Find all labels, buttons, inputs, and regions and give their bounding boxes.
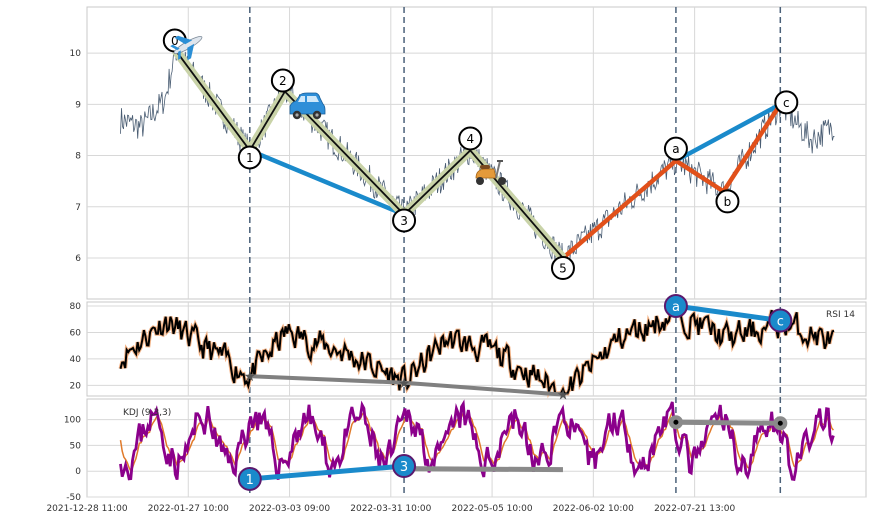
y-tick-label: 9 xyxy=(75,100,81,110)
kdj-label-text: 1 xyxy=(246,473,254,488)
y-tick-label: 8 xyxy=(75,152,81,162)
kdj-label-circle xyxy=(237,466,262,491)
rsi-label-circle xyxy=(768,308,793,333)
wave-label-circle xyxy=(663,136,688,161)
wave-label-circle xyxy=(715,189,740,214)
rsi-line xyxy=(119,307,835,395)
airplane-icon xyxy=(170,35,203,61)
x-tick-label: 2022-05-05 10:00 xyxy=(452,504,533,514)
wave-label-text: 0 xyxy=(171,34,179,48)
y-tick-label: 60 xyxy=(70,328,82,338)
trend-line-1-3 xyxy=(247,148,407,217)
y-tick-label: 10 xyxy=(70,49,82,59)
x-tick-labels: 2021-12-28 11:00 2022-01-27 10:00 2022-03-… xyxy=(46,504,735,514)
wave-label-text: a xyxy=(672,142,679,156)
y-tick-label: 80 xyxy=(70,302,82,312)
kdj-dot-inner xyxy=(777,420,783,426)
rsi-trend-blue xyxy=(675,303,781,324)
rsi-trend-grey xyxy=(249,374,564,397)
trend-lines xyxy=(247,102,783,261)
y-tick-label: 7 xyxy=(75,203,81,213)
x-tick-label: 2022-03-31 10:00 xyxy=(350,504,431,514)
kdj-markers: 13 xyxy=(237,415,788,491)
wave-label-text: c xyxy=(783,96,790,110)
wave-label-circle xyxy=(458,126,483,151)
y-tick-label: 6 xyxy=(75,254,81,264)
star-marker: ★ xyxy=(398,376,411,392)
x-tick-label: 2022-01-27 10:00 xyxy=(148,504,229,514)
trend-line-b-c xyxy=(721,102,783,194)
wave-label-circle xyxy=(237,145,262,170)
wave-label-text: 4 xyxy=(466,132,474,146)
rsi-label-text: a xyxy=(672,300,680,315)
wave-label-circle xyxy=(392,208,417,233)
trend-line-5-a xyxy=(560,158,679,261)
x-tick-label: 2022-07-21 13:00 xyxy=(654,504,735,514)
star-marker: ★ xyxy=(557,388,570,404)
vertical-dashed-lines xyxy=(249,7,782,497)
wave-label-circle xyxy=(270,68,295,93)
kdj-trend-grey-low xyxy=(404,466,563,473)
rsi-label-text: c xyxy=(777,315,784,330)
x-tick-label: 2022-03-03 09:00 xyxy=(249,504,330,514)
y-tick-label: 100 xyxy=(64,416,81,426)
y-tick-label: 0 xyxy=(75,467,81,477)
scooter-icon xyxy=(475,160,506,185)
wave-label-text: 5 xyxy=(559,262,567,276)
y-tick-label: -50 xyxy=(66,493,81,503)
kdj-dot-inner xyxy=(673,419,679,425)
kdj-trend-grey-high xyxy=(675,419,781,426)
wave-label-circle xyxy=(774,90,799,115)
y-tick-label: 40 xyxy=(70,355,82,365)
kdj-label-text: 3 xyxy=(400,460,408,475)
rsi-markers: ★ ★ ★ a c xyxy=(244,293,793,404)
wave-label-circle xyxy=(550,256,575,281)
wave-label-text: 2 xyxy=(279,74,287,88)
wave-label-text: b xyxy=(724,195,732,209)
y-tick-label: 20 xyxy=(70,381,82,391)
wave-label-text: 1 xyxy=(246,151,254,165)
star-marker: ★ xyxy=(244,369,257,385)
trend-line-a-c xyxy=(673,102,783,163)
kdj-label-circle xyxy=(392,454,417,479)
rsi-legend: RSI 14 xyxy=(826,310,855,320)
x-tick-label: 2022-06-02 10:00 xyxy=(553,504,634,514)
y-tick-labels: 6 7 8 9 10 20 40 60 80 -50 0 50 100 xyxy=(64,49,81,503)
kdj-legend: KDJ (9,3,3) xyxy=(123,408,171,418)
rsi-series xyxy=(118,306,835,399)
rsi-label-circle xyxy=(663,293,688,318)
kdj-j-line xyxy=(119,399,835,482)
x-tick-label: 2021-12-28 11:00 xyxy=(46,504,127,514)
car-icon xyxy=(289,92,326,120)
y-tick-label: 50 xyxy=(70,441,82,451)
kdj-trend-blue xyxy=(249,463,405,482)
wave-label-text: 3 xyxy=(400,214,408,228)
trend-line-a-b xyxy=(673,158,726,194)
